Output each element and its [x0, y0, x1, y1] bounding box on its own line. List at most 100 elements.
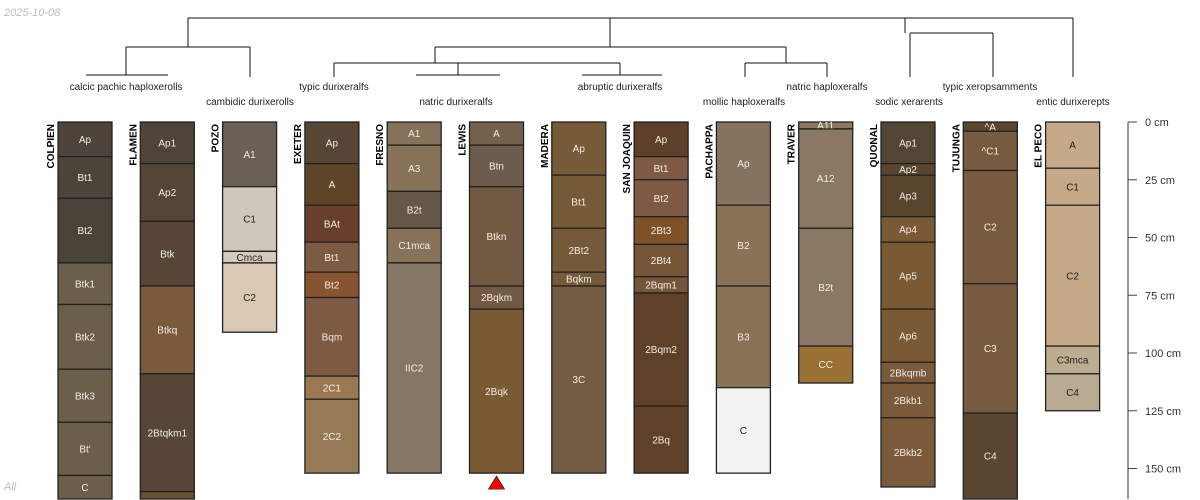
- horizon: [633, 179, 689, 218]
- profile-name: EXETER: [293, 123, 304, 164]
- axis-tick-label: 75 cm: [1145, 290, 1175, 302]
- horizon: [962, 130, 1018, 172]
- depth-axis: 0 cm 25 cm 50 cm 75 cm 100 cm 125 cm 150 cm: [1127, 117, 1181, 499]
- horizon-label: Ap: [326, 138, 339, 149]
- horizon-label: C2: [243, 293, 256, 304]
- horizon: [715, 386, 772, 474]
- horizon-label: A1: [243, 150, 256, 161]
- taxon-label: abruptic durixeralfs: [578, 82, 662, 93]
- horizon: [551, 227, 607, 273]
- horizon-label: Bqm: [322, 332, 343, 343]
- horizon-label: Ap: [79, 135, 92, 146]
- soil-profile: PACHAPPA Ap B2 B3 C: [704, 121, 772, 474]
- horizon-label: C2: [984, 223, 997, 234]
- taxon-label: natric haploxeralfs: [786, 82, 867, 93]
- horizon: [1044, 121, 1101, 169]
- profile-name: TRAVER: [787, 123, 798, 164]
- horizon-label: Ap: [655, 135, 668, 146]
- horizon-label: C1mca: [398, 241, 430, 252]
- horizon-label: C3: [984, 344, 997, 355]
- soil-profile: EXETER Ap A BAt Bt1 Bt2 Bqm 2C1 2C2: [293, 121, 360, 474]
- horizon-label: B3: [737, 332, 750, 343]
- horizon-label: Bt1: [571, 197, 586, 208]
- dendrogram: [86, 17, 1074, 77]
- profiles: COLPIEN Ap Bt1 Bt2 Btk1 Btk2 Btk3 Bt' C FLAMEN Ap1…: [46, 121, 1101, 500]
- horizon-label: Btn: [489, 162, 504, 173]
- horizon-label: 3C: [572, 375, 585, 386]
- taxon-label: mollic haploxeralfs: [703, 97, 785, 108]
- horizon-label: C3mca: [1057, 356, 1089, 367]
- horizon-label: B2t: [818, 283, 833, 294]
- horizon-label: 2Bkb1: [894, 396, 923, 407]
- horizon-label: ^C1: [982, 147, 1000, 158]
- horizon-label: Bt1: [77, 173, 92, 184]
- soil-profile: POZO A1 C1 Cmca C2: [211, 121, 278, 333]
- horizon-label: Ap: [737, 159, 750, 170]
- soil-profile: FLAMEN Ap1 Ap2 Btk Btkq 2Btqkm1: [128, 121, 195, 500]
- profile-name: MADERA: [540, 124, 551, 168]
- bottom-marker-triangle: [487, 475, 506, 490]
- horizon: [304, 204, 360, 243]
- horizon-label: A: [329, 180, 336, 191]
- horizon-label: B2t: [407, 205, 422, 216]
- horizon-label: Ap5: [899, 271, 917, 282]
- horizon: [798, 345, 854, 384]
- horizon-label: Ap1: [158, 138, 176, 149]
- axis-tick-label: 100 cm: [1145, 348, 1181, 360]
- horizon: [221, 121, 278, 188]
- horizon: [386, 227, 442, 264]
- horizon: [633, 243, 689, 278]
- horizon-label: Bt': [79, 445, 90, 456]
- profile-name: POZO: [211, 124, 222, 153]
- profile-name: QUONAL: [869, 124, 880, 167]
- horizon: [57, 368, 113, 423]
- horizon-label: Bt1: [654, 164, 669, 175]
- horizon: [880, 308, 936, 363]
- horizon-label: 2Bqm2: [645, 345, 677, 356]
- horizon-label: 2Btqkm1: [148, 428, 188, 439]
- soil-profile: COLPIEN Ap Bt1 Bt2 Btk1 Btk2 Btk3 Bt' C: [46, 121, 113, 500]
- horizon-label: 2Bq: [652, 435, 670, 446]
- horizon: [57, 197, 113, 264]
- horizon-label: A1: [408, 129, 421, 140]
- horizon-label: Ap2: [899, 165, 917, 176]
- horizon: [715, 121, 772, 206]
- horizon: [139, 490, 195, 500]
- horizon: [880, 174, 936, 218]
- horizon: [139, 121, 195, 165]
- horizon-label: 2Bt3: [651, 226, 672, 237]
- horizon-label: C: [81, 483, 88, 494]
- profile-name: FRESNO: [375, 124, 386, 166]
- horizon-label: IIC2: [405, 364, 424, 375]
- horizon-label: A: [1069, 141, 1076, 152]
- horizon: [386, 262, 442, 474]
- horizon-label: Btk3: [75, 391, 95, 402]
- horizon-label: Ap: [573, 144, 586, 155]
- horizon: [880, 382, 936, 419]
- axis-tick-label: 150 cm: [1145, 464, 1181, 476]
- horizon: [386, 144, 442, 192]
- horizon: [57, 155, 113, 199]
- horizon: [139, 373, 195, 493]
- taxon-label: typic durixeralfs: [299, 82, 368, 93]
- axis-tick-label: 125 cm: [1145, 406, 1181, 418]
- taxon-label: calcic pachic haploxerolls: [70, 82, 183, 93]
- horizon: [468, 186, 525, 287]
- horizon-label: C4: [1066, 388, 1079, 399]
- horizon: [1044, 167, 1101, 206]
- horizon: [880, 216, 936, 243]
- taxonomy-labels: calcic pachic haploxerolls cambidic duri…: [70, 82, 1110, 108]
- horizon-label: Ap4: [899, 225, 917, 236]
- taxon-label: natric durixeralfs: [419, 97, 492, 108]
- soil-profile: FRESNO A1 A3 B2t C1mca IIC2: [375, 121, 442, 474]
- horizon-label: Btk2: [75, 332, 95, 343]
- horizon-label: Bt2: [77, 226, 92, 237]
- horizon: [962, 169, 1018, 285]
- horizon: [57, 262, 113, 306]
- horizon: [880, 121, 936, 165]
- horizon: [633, 405, 689, 474]
- taxon-label: cambidic durixerolls: [206, 97, 294, 108]
- horizon-label: B2: [737, 241, 750, 252]
- footer-label: All: [4, 481, 17, 493]
